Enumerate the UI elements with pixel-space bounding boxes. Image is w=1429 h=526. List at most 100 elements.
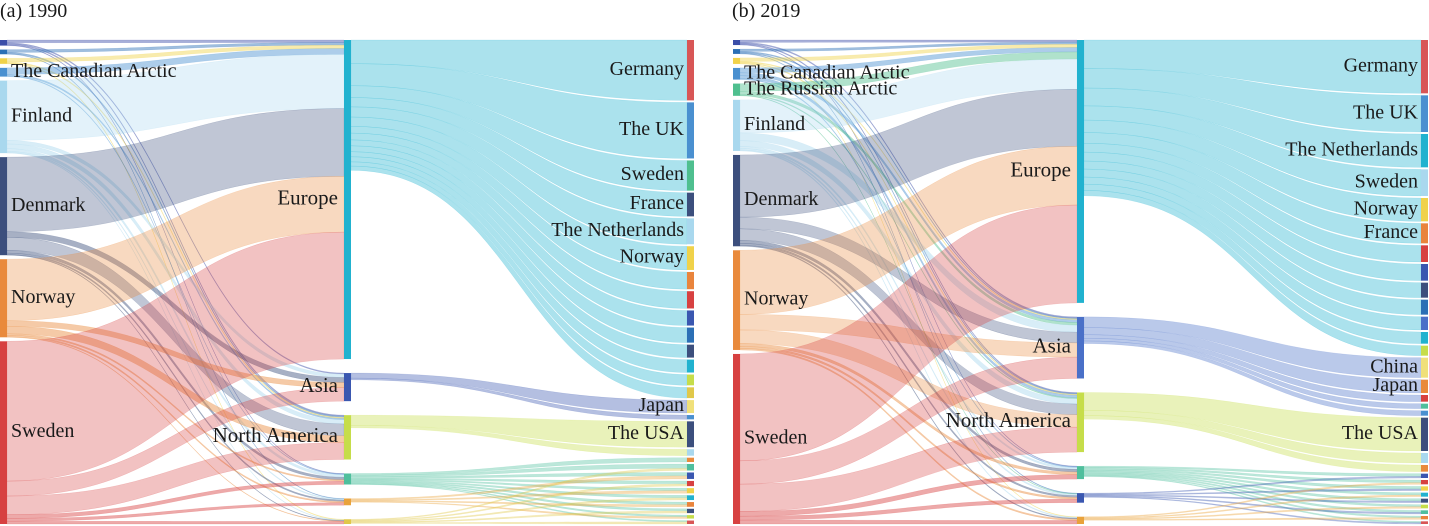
source-node-s2 [0,49,7,55]
destination-node-item-11 [687,359,694,373]
destination-label-germany: Germany [610,58,684,80]
flow-link-s1-to-europe [739,39,1078,43]
destination-node-item-25 [687,508,694,514]
flow-link-europe-to-dest-5 [350,116,688,271]
destination-node-item-9 [1421,299,1428,315]
source-label-denmark: Denmark [744,188,818,210]
source-node-denmark [733,154,740,247]
destination-node-item-18 [687,457,694,463]
region-node-r6 [1077,516,1084,524]
flow-link-europe-to-dest-12 [1083,190,1422,356]
destination-label-norway: Norway [620,246,684,268]
flow-link-europe-to-dest-7 [1083,151,1422,281]
region-node-europe [1077,40,1084,303]
destination-node-item-15 [1421,395,1428,402]
flow-link-r5-to-dest-26 [350,501,688,519]
flow-link-r5-to-dest-22 [350,490,688,501]
panel-1990: (a) 1990 The Canadian Arctic Finland Denma… [0,0,694,525]
destination-node-the-uk [687,102,694,159]
destination-node-item-27 [1421,510,1428,514]
destination-label-the-usa: The USA [608,422,685,444]
region-node-r4 [1077,466,1084,480]
source-node-the-canadian-arctic [0,67,7,77]
flow-link-s8-to-r5 [6,502,345,522]
destination-node-item-8 [687,310,694,326]
destination-node-japan [687,400,694,414]
source-label-denmark: Denmark [11,194,85,216]
region-label-north-america: North America [946,408,1072,432]
source-label-finland: Finland [11,104,72,126]
flow-link-asia-to-dest-14 [350,372,688,414]
destination-node-item-9 [687,327,694,343]
source-node-s2 [733,49,740,54]
source-label-norway: Norway [744,288,808,310]
region-node-europe [344,40,351,360]
destination-label-the-usa: The USA [1342,422,1419,444]
flow-link-r5-to-dest-25 [1083,494,1422,503]
destination-label-france: France [630,192,685,214]
flow-link-europe-to-dest-2 [350,85,688,191]
links-layer [739,39,1422,525]
destination-node-item-22 [1421,480,1428,485]
flow-link-europe-to-dest-0 [350,39,688,101]
destination-node-item-6 [1421,245,1428,262]
flow-link-r5-to-dest-23 [1083,488,1422,496]
destination-node-the-usa [1421,417,1428,451]
destination-node-the-netherlands [1421,134,1428,168]
destination-node-item-17 [687,449,694,456]
destination-label-sweden: Sweden [621,163,684,185]
region-node-r4 [344,473,351,485]
destination-node-china [1421,357,1428,378]
region-node-north-america [344,415,351,460]
destination-label-sweden: Sweden [1355,170,1418,192]
flow-link-r6-to-dest-24 [1083,494,1422,519]
destination-node-sweden [1421,169,1428,196]
region-label-north-america: North America [213,423,339,447]
destination-label-china: China [1370,355,1418,377]
panel-title-1990: (a) 1990 [0,0,67,22]
source-node-s3 [0,58,7,64]
region-label-europe: Europe [1010,157,1071,181]
destination-node-japan [1421,379,1428,393]
destination-node-norway [687,246,694,270]
flow-link-europe-to-dest-0 [1083,39,1422,94]
source-label-the-russian-arctic: The Russian Arctic [744,77,897,99]
destination-node-norway [1421,198,1428,222]
destination-node-item-16 [1421,403,1428,409]
links-layer [6,39,688,525]
source-node-s3 [733,57,740,64]
destination-node-item-13 [687,387,694,399]
region-node-r6 [344,519,351,524]
source-node-s1 [0,40,7,46]
flow-link-europe-to-dest-11 [350,156,688,373]
flow-link-europe-to-dest-9 [1083,168,1422,315]
destination-node-item-24 [687,502,694,507]
destination-node-france [1421,223,1428,244]
region-node-asia [344,373,351,402]
destination-node-item-19 [1421,453,1428,463]
destination-node-item-12 [687,374,694,386]
source-node-norway [0,259,7,338]
destination-node-item-6 [687,271,694,290]
destination-node-france [687,192,694,217]
flow-link-namerica-to-dest-16 [350,414,688,448]
destination-node-item-28 [1421,516,1428,520]
destination-label-france: France [1364,221,1419,243]
region-label-europe: Europe [277,185,338,209]
destination-node-item-24 [1421,492,1428,497]
region-node-r5 [1077,493,1084,503]
flow-link-europe-to-dest-12 [350,161,688,386]
destination-node-item-29 [1421,521,1428,524]
region-node-r5 [344,498,351,506]
flow-link-r5-to-dest-20 [350,475,688,500]
nodes-layer [733,40,1428,524]
source-node-sweden [733,353,740,524]
destination-node-item-7 [687,291,694,309]
region-node-asia [1077,316,1084,379]
flow-link-europe-to-dest-11 [1083,183,1422,344]
flow-link-s8-to-asia [6,387,345,497]
destination-node-item-19 [687,464,694,471]
region-label-asia: Asia [300,373,339,397]
